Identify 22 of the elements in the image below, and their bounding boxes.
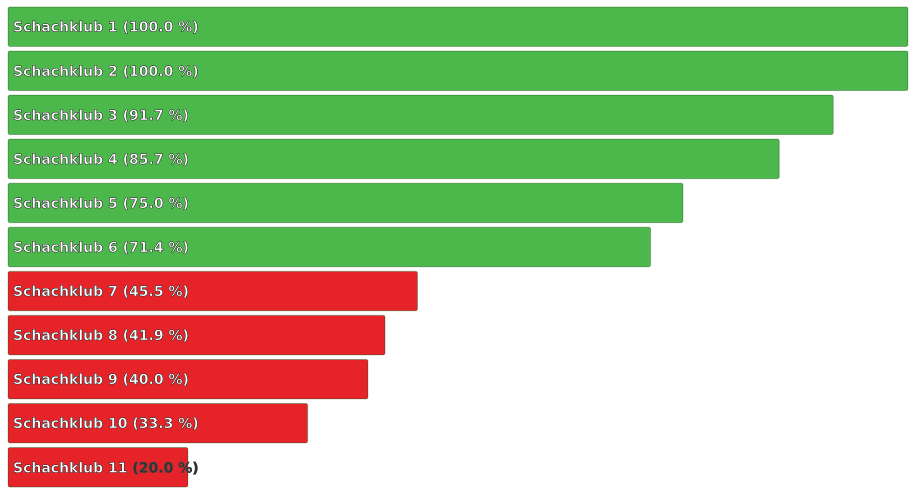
y-tick-label: Schachklub 6	[13, 240, 118, 256]
y-tick-label: Schachklub 9	[13, 372, 118, 388]
data-label: (45.5 %)	[122, 284, 189, 300]
y-tick-label: Schachklub 3	[13, 108, 118, 124]
y-tick-label: Schachklub 5	[13, 196, 118, 212]
data-label: (71.4 %)	[122, 240, 189, 256]
data-label: (100.0 %)	[122, 20, 199, 36]
y-tick-label: Schachklub 2	[13, 64, 118, 80]
data-label: (100.0 %)	[122, 64, 199, 80]
y-tick-label: Schachklub 1	[13, 20, 118, 36]
data-label: (20.0 %)	[132, 460, 199, 476]
data-label: (41.9 %)	[122, 328, 189, 344]
data-label: (33.3 %)	[132, 416, 199, 432]
data-label: (85.7 %)	[122, 152, 189, 168]
y-tick-label: Schachklub 8	[13, 328, 118, 344]
data-label: (91.7 %)	[122, 108, 189, 124]
y-tick-label: Schachklub 4	[13, 152, 118, 168]
data-label: (40.0 %)	[122, 372, 189, 388]
y-tick-label: Schachklub 10	[13, 416, 128, 432]
y-tick-label: Schachklub 11	[13, 460, 128, 476]
data-label: (75.0 %)	[122, 196, 189, 212]
y-tick-label: Schachklub 7	[13, 284, 118, 300]
